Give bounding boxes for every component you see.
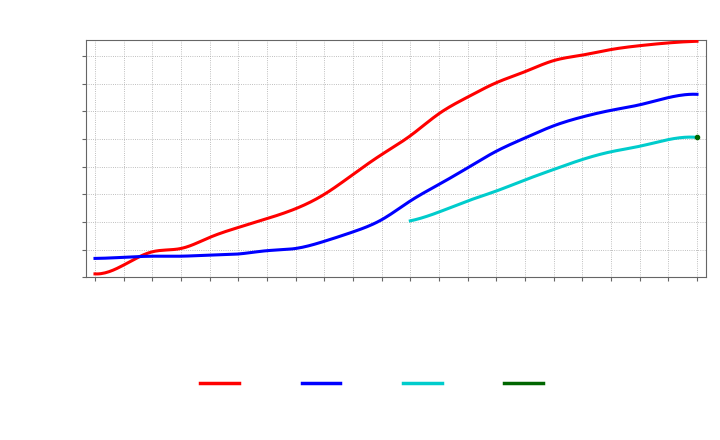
- Legend: 3年, 5年, 7年, 10年: 3年, 5年, 7年, 10年: [194, 373, 598, 394]
